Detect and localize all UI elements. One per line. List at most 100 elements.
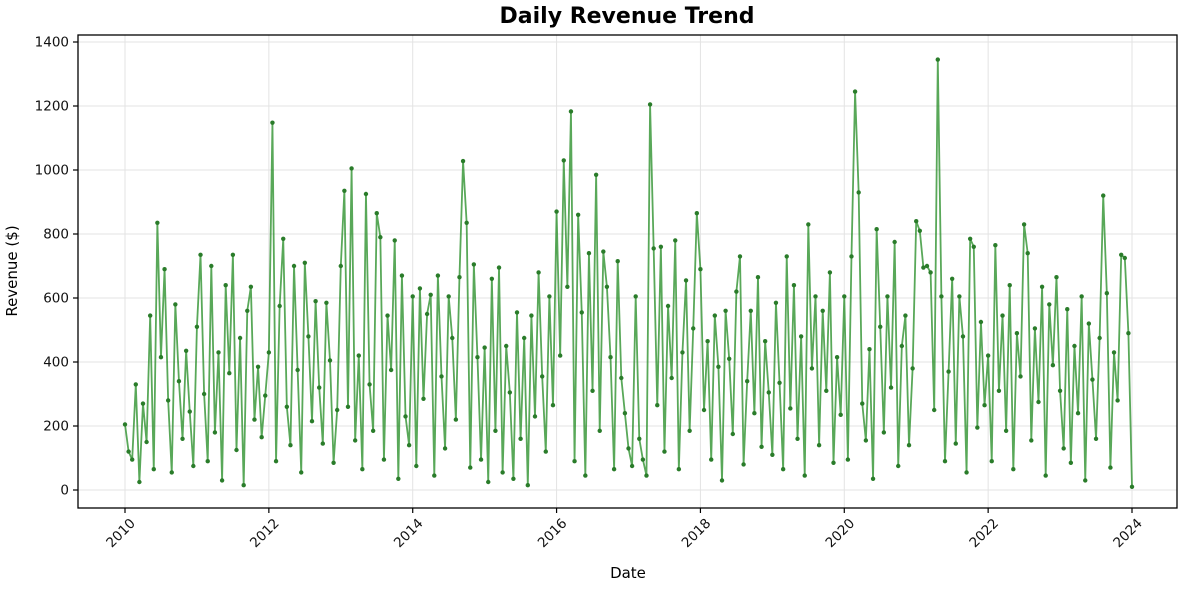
data-point — [489, 276, 495, 281]
data-point — [511, 476, 516, 481]
y-tick-label: 400 — [43, 355, 69, 371]
data-point — [1021, 222, 1027, 227]
data-point — [525, 483, 530, 488]
data-point — [633, 294, 638, 299]
data-point — [324, 300, 329, 305]
data-point — [370, 428, 376, 433]
data-point — [1025, 251, 1030, 256]
data-point — [1029, 438, 1034, 443]
data-point — [201, 391, 207, 397]
data-point — [820, 308, 825, 313]
data-point — [730, 431, 735, 437]
data-point — [579, 310, 584, 315]
data-point — [475, 355, 480, 360]
data-point — [360, 467, 365, 472]
data-point — [1000, 313, 1005, 318]
data-point — [989, 459, 994, 464]
data-point — [741, 462, 746, 467]
data-point — [1043, 473, 1048, 478]
data-point — [1054, 275, 1059, 280]
data-point — [1061, 446, 1066, 451]
data-point — [755, 275, 761, 280]
data-point — [550, 403, 556, 408]
data-point — [227, 371, 232, 376]
data-point — [655, 403, 660, 408]
data-point — [619, 375, 624, 381]
data-point — [1072, 343, 1077, 349]
data-point — [424, 311, 430, 317]
x-tick-label: 2020 — [823, 516, 859, 552]
data-point — [435, 273, 441, 278]
data-point — [345, 404, 351, 409]
data-point — [1032, 326, 1038, 331]
data-point — [522, 335, 527, 341]
data-point — [133, 382, 138, 387]
data-series — [122, 57, 1135, 489]
data-point — [698, 267, 703, 272]
data-point — [752, 411, 757, 416]
data-point — [270, 120, 275, 125]
data-point — [622, 411, 628, 416]
data-point — [518, 436, 523, 441]
data-point — [406, 443, 412, 448]
data-point — [162, 267, 167, 272]
data-point — [583, 473, 588, 478]
data-point — [849, 254, 854, 259]
data-point — [953, 441, 958, 446]
data-point — [658, 244, 664, 249]
data-point — [716, 364, 721, 369]
data-point — [809, 366, 815, 371]
data-point — [198, 252, 203, 257]
series-line — [124, 58, 1133, 487]
data-point — [248, 284, 254, 289]
data-point — [457, 275, 462, 280]
data-point — [180, 436, 185, 441]
data-point — [640, 457, 646, 462]
data-point — [978, 319, 984, 325]
data-point — [410, 294, 415, 299]
data-point — [759, 444, 764, 449]
data-point — [662, 449, 667, 454]
data-point — [1075, 411, 1081, 416]
data-point — [514, 310, 520, 315]
data-point — [147, 313, 153, 318]
data-point — [230, 252, 236, 257]
data-point — [500, 470, 505, 475]
data-point — [414, 463, 419, 469]
data-point — [557, 353, 563, 358]
data-point — [637, 436, 642, 441]
data-point — [309, 419, 315, 424]
y-tick-label: 600 — [43, 291, 69, 307]
data-point — [615, 259, 620, 264]
data-point — [137, 479, 142, 485]
data-point — [547, 294, 552, 299]
data-point — [975, 425, 980, 430]
data-point — [1068, 460, 1074, 465]
data-point — [493, 428, 498, 433]
data-point — [266, 350, 272, 355]
data-point — [403, 414, 408, 419]
data-point — [1104, 291, 1110, 296]
data-point — [453, 417, 459, 422]
data-point — [464, 220, 469, 225]
data-point — [590, 388, 595, 393]
data-point — [744, 379, 750, 384]
data-point — [259, 435, 264, 440]
data-point — [543, 449, 548, 454]
data-point — [604, 284, 610, 289]
data-point — [299, 470, 304, 475]
data-point — [946, 369, 951, 374]
data-point — [852, 89, 858, 94]
data-point — [856, 190, 861, 195]
data-point — [795, 436, 800, 441]
data-point — [748, 308, 753, 313]
data-point — [1047, 302, 1052, 307]
data-point — [960, 334, 966, 339]
data-point — [827, 270, 833, 275]
y-tick-label: 200 — [43, 419, 69, 435]
data-point — [838, 412, 843, 417]
data-point — [205, 459, 210, 464]
data-point — [302, 260, 308, 265]
data-point — [288, 443, 293, 448]
